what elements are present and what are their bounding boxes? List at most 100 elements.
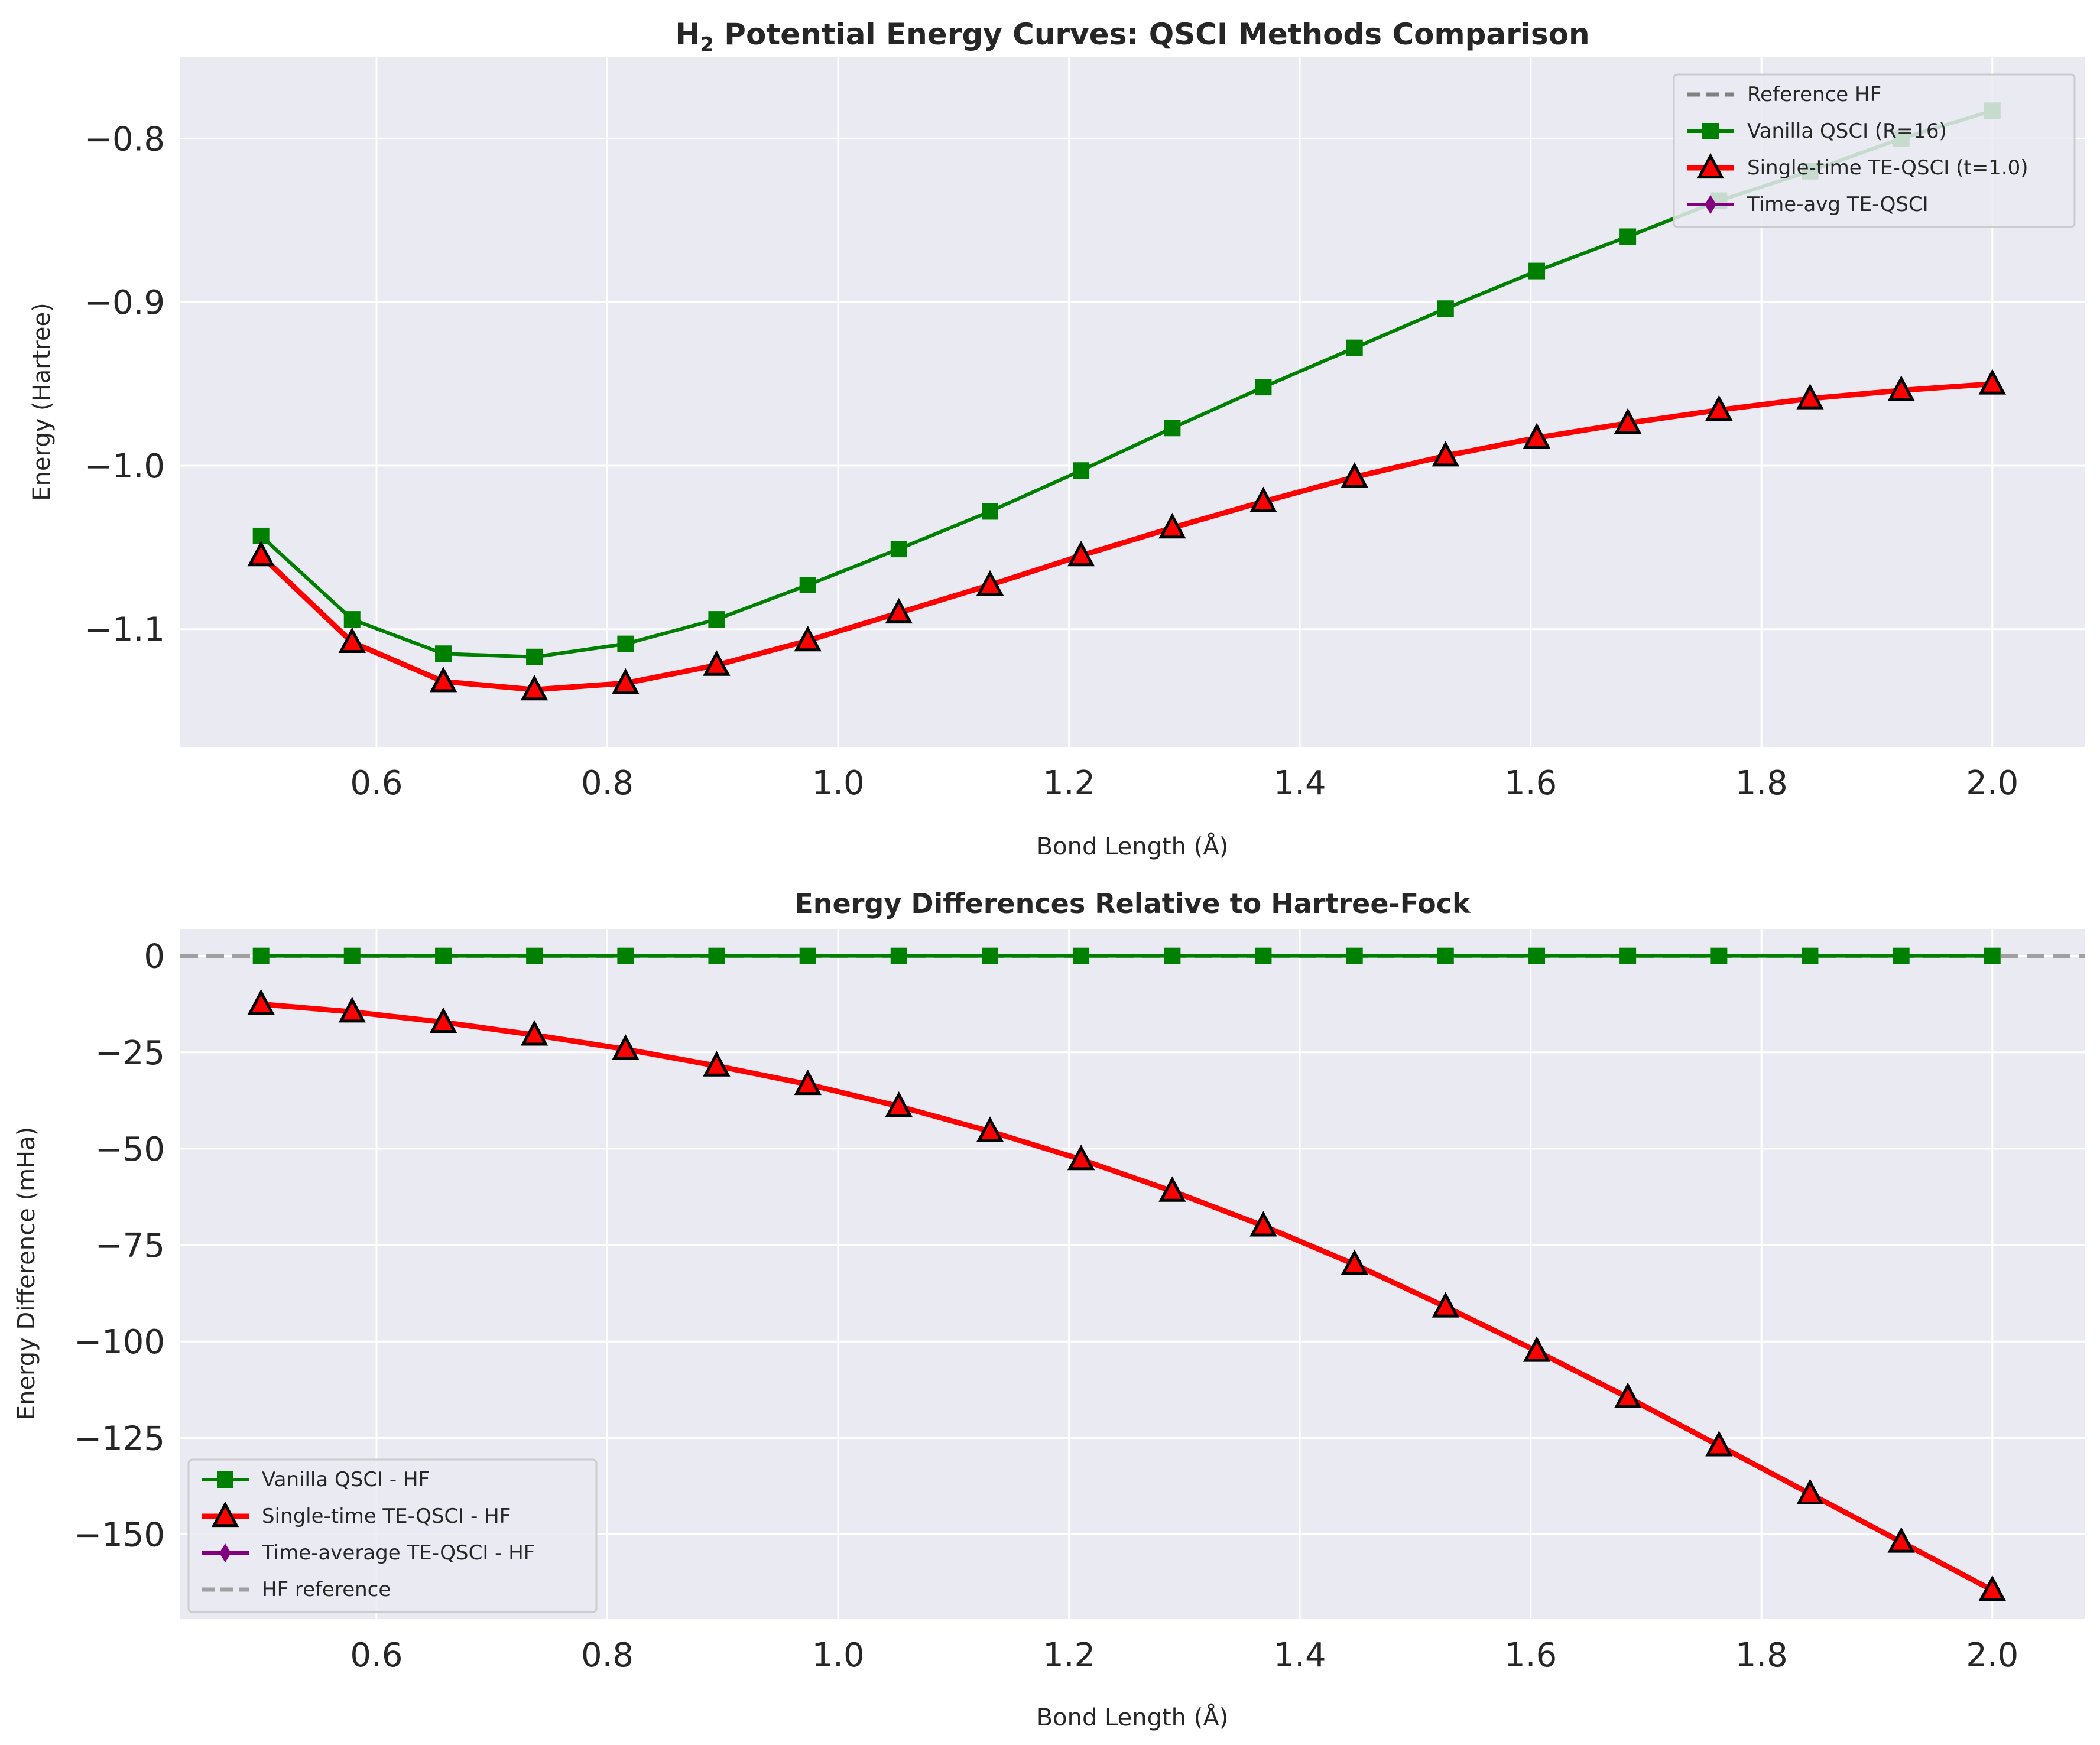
y-tick-label: −50 xyxy=(95,1130,165,1169)
top-chart-title: H2 Potential Energy Curves: QSCI Methods… xyxy=(675,17,1589,57)
vanilla-marker xyxy=(435,645,452,662)
y-tick-label: −150 xyxy=(74,1516,165,1554)
single-time-marker xyxy=(1341,462,1368,488)
single-time-marker xyxy=(1705,395,1733,421)
single-time-marker xyxy=(1432,1292,1459,1318)
vanilla-marker xyxy=(1255,947,1272,964)
single-time-marker xyxy=(1978,1575,2006,1601)
single-time-marker xyxy=(976,1116,1004,1142)
vanilla-marker xyxy=(1984,947,2001,964)
legend-label: HF reference xyxy=(262,1578,391,1601)
vanilla-marker xyxy=(617,635,634,652)
vanilla-marker xyxy=(1619,228,1637,245)
vanilla-marker xyxy=(343,947,361,964)
series-bottom xyxy=(180,947,2085,1601)
x-tick-label: 1.0 xyxy=(812,1636,865,1675)
legend-marker xyxy=(1696,152,1725,179)
single-time-marker xyxy=(1067,1144,1095,1171)
x-tick-label: 1.2 xyxy=(1043,1636,1095,1675)
vanilla-marker xyxy=(526,648,543,665)
single-time-series-line xyxy=(261,1001,1994,1593)
vanilla-marker xyxy=(1073,947,1090,964)
vanilla-marker xyxy=(799,947,816,964)
legend-label: Reference HF xyxy=(1747,83,1881,106)
y-tick-label: −75 xyxy=(95,1227,165,1265)
energy-curves-panel: 0.6 0.8 1.0 1.2 1.4 1.6 1.8 2.0 −1.1 −1.0 −0.9 −0.8… xyxy=(28,17,2085,860)
bottom-x-axis-label: Bond Length (Å) xyxy=(1037,1703,1229,1731)
legend-label: Vanilla QSCI - HF xyxy=(262,1468,430,1491)
vanilla-marker xyxy=(1164,947,1181,964)
legend-bottom: Vanilla QSCI - HF Single-time TE-QSCI - H… xyxy=(187,1458,598,1613)
x-tick-label: 1.6 xyxy=(1504,764,1557,802)
single-time-marker xyxy=(1523,1336,1551,1362)
single-time-marker xyxy=(247,540,275,567)
x-tick-label: 2.0 xyxy=(1966,1636,2018,1675)
x-tick-label: 0.8 xyxy=(581,764,634,802)
vanilla-marker xyxy=(1255,379,1272,396)
single-time-marker xyxy=(1432,441,1459,467)
single-time-marker xyxy=(794,1069,822,1096)
bottom-y-axis-label: Energy Difference (mHa) xyxy=(13,1127,40,1420)
single-time-marker xyxy=(1796,384,1824,410)
single-time-marker xyxy=(247,989,275,1015)
single-time-marker xyxy=(703,650,731,676)
single-time-marker xyxy=(1158,512,1186,539)
single-time-marker xyxy=(338,996,366,1023)
legend-label: Single-time TE-QSCI - HF xyxy=(262,1504,511,1528)
single-time-marker xyxy=(429,1007,457,1034)
single-time-marker xyxy=(338,627,366,653)
y-tick-label: −1.1 xyxy=(85,611,165,649)
x-tick-label: 0.6 xyxy=(350,1636,403,1675)
single-time-marker xyxy=(1523,423,1551,449)
vanilla-marker xyxy=(1437,300,1454,317)
legend-marker xyxy=(211,1501,239,1528)
legend-box xyxy=(187,1458,598,1613)
vanilla-marker xyxy=(890,541,907,558)
single-time-marker xyxy=(1614,1382,1642,1408)
vanilla-marker xyxy=(1346,947,1363,964)
vanilla-marker xyxy=(343,611,361,628)
legend-label: Single-time TE-QSCI (t=1.0) xyxy=(1747,156,2028,180)
vanilla-marker xyxy=(526,947,543,964)
ticks-top: 0.6 0.8 1.0 1.2 1.4 1.6 1.8 2.0 −1.1 −1.0 −0.9 −0.8 xyxy=(85,120,2018,802)
legend-marker xyxy=(219,1543,231,1562)
single-time-marker xyxy=(1341,1249,1368,1275)
x-tick-label: 1.0 xyxy=(812,764,865,802)
y-tick-label: −0.9 xyxy=(85,284,165,322)
y-tick-label: −100 xyxy=(74,1323,165,1361)
vanilla-marker xyxy=(1073,462,1090,479)
vanilla-marker xyxy=(1528,947,1546,964)
vanilla-marker xyxy=(708,947,725,964)
single-time-marker xyxy=(1249,1211,1277,1237)
y-tick-label: −25 xyxy=(95,1034,165,1073)
vanilla-marker xyxy=(890,947,907,964)
single-time-marker xyxy=(1067,540,1095,567)
top-x-axis-label: Bond Length (Å) xyxy=(1037,832,1229,860)
vanilla-marker xyxy=(1437,947,1454,964)
vanilla-marker xyxy=(799,576,816,593)
vanilla-marker xyxy=(982,503,999,520)
bottom-chart-title: Energy Differences Relative to Hartree-F… xyxy=(794,888,1471,919)
single-time-marker xyxy=(1978,369,2006,395)
vanilla-marker xyxy=(1893,947,1910,964)
x-tick-label: 0.6 xyxy=(350,764,403,802)
single-time-marker xyxy=(794,625,822,652)
vanilla-marker xyxy=(982,947,999,964)
x-tick-label: 2.0 xyxy=(1966,764,2018,802)
energy-differences-panel: 0.6 0.8 1.0 1.2 1.4 1.6 1.8 2.0 0 −25 −50 −75 −100 −1… xyxy=(13,888,2085,1731)
x-tick-label: 1.8 xyxy=(1735,764,1788,802)
vanilla-marker xyxy=(1802,947,1819,964)
single-time-marker xyxy=(1249,486,1277,512)
single-time-marker xyxy=(520,674,548,701)
single-time-marker xyxy=(703,1051,731,1077)
single-time-marker xyxy=(1158,1176,1186,1202)
single-time-marker xyxy=(1705,1431,1733,1457)
single-time-marker xyxy=(520,1020,548,1046)
legend-label: Vanilla QSCI (R=16) xyxy=(1747,119,1947,143)
x-tick-label: 1.4 xyxy=(1274,1636,1326,1675)
y-tick-label: −1.0 xyxy=(85,447,165,486)
vanilla-marker xyxy=(708,611,725,628)
x-tick-label: 1.6 xyxy=(1504,1636,1557,1675)
vanilla-marker xyxy=(1164,420,1181,437)
vanilla-marker xyxy=(435,947,452,964)
